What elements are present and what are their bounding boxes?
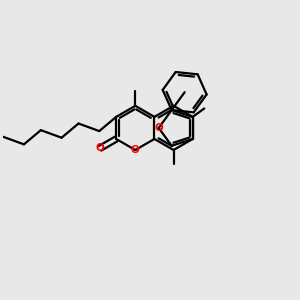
Text: O: O <box>131 145 140 155</box>
Text: O: O <box>154 123 163 133</box>
Text: O: O <box>96 143 104 153</box>
